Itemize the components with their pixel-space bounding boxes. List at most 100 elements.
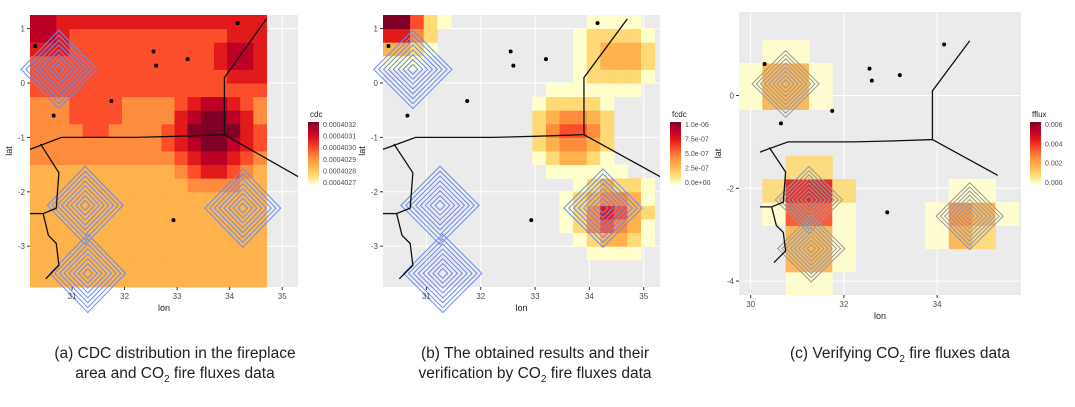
field-tile bbox=[69, 28, 84, 43]
caption-c: (c) Verifying CO2 fire fluxes data bbox=[730, 344, 1070, 370]
legend-label: 0.006 bbox=[1045, 122, 1063, 129]
flux-contour-line bbox=[20, 29, 98, 110]
field-tile bbox=[174, 96, 189, 111]
country-border-line bbox=[383, 143, 414, 215]
field-tile bbox=[200, 15, 215, 30]
station-point bbox=[897, 73, 902, 78]
field-tile bbox=[161, 28, 176, 43]
flux-contour-line bbox=[409, 175, 471, 236]
field-tile bbox=[108, 137, 123, 152]
field-tile bbox=[240, 69, 254, 84]
caption-text: fire fluxes data bbox=[169, 365, 275, 382]
legend-colorbar bbox=[1030, 122, 1041, 184]
station-point bbox=[154, 63, 159, 68]
field-tile bbox=[200, 42, 215, 57]
flux-contour-line bbox=[82, 267, 94, 280]
field-tile bbox=[227, 246, 241, 261]
flux-contour-line bbox=[51, 170, 119, 241]
flux-contour-line bbox=[39, 49, 79, 90]
field-tile bbox=[56, 123, 70, 138]
field-tile bbox=[200, 96, 215, 111]
field-tile bbox=[187, 246, 202, 261]
field-tile bbox=[613, 191, 628, 206]
field-tile bbox=[174, 83, 189, 98]
field-tile bbox=[187, 191, 202, 206]
field-tile bbox=[82, 28, 97, 43]
station-point bbox=[171, 218, 176, 223]
field-tile bbox=[121, 42, 136, 57]
field-tile bbox=[200, 83, 215, 98]
field-tile bbox=[586, 69, 601, 84]
field-tile bbox=[600, 28, 615, 43]
field-tile bbox=[135, 110, 149, 125]
field-tile bbox=[240, 273, 254, 288]
field-tile bbox=[161, 137, 176, 152]
flux-contour-line bbox=[34, 44, 84, 95]
flux-contour-line bbox=[799, 190, 819, 209]
field-tile bbox=[200, 219, 215, 234]
flux-contour-line bbox=[804, 195, 814, 205]
flux-contour-line bbox=[563, 168, 643, 248]
field-tile bbox=[43, 178, 57, 193]
field-tile bbox=[613, 246, 628, 261]
field-tile bbox=[82, 246, 97, 261]
field-tile bbox=[121, 273, 136, 288]
field-tile bbox=[43, 259, 57, 274]
field-tile bbox=[200, 246, 215, 261]
field-tile bbox=[121, 69, 136, 84]
station-point bbox=[830, 108, 835, 113]
flux-contour-line bbox=[952, 198, 988, 234]
legend-title: fcdc bbox=[672, 110, 687, 119]
field-tile bbox=[739, 63, 763, 87]
flux-contour-line bbox=[768, 66, 804, 102]
flux-contour-line bbox=[218, 182, 268, 234]
field-tile bbox=[640, 178, 656, 193]
field-tile bbox=[640, 69, 656, 84]
field-tile bbox=[613, 28, 628, 43]
field-tile bbox=[573, 28, 588, 43]
field-tile bbox=[148, 137, 162, 152]
field-tile bbox=[600, 96, 615, 111]
flux-contour-line bbox=[232, 197, 253, 219]
field-tile bbox=[227, 205, 241, 220]
field-tile bbox=[95, 28, 110, 43]
field-tile bbox=[213, 110, 228, 125]
field-tile bbox=[253, 232, 267, 247]
field-tile bbox=[187, 151, 202, 166]
flux-contour-line bbox=[572, 178, 634, 239]
legend-label: 0.0004031 bbox=[323, 134, 356, 141]
flux-contour-line bbox=[789, 227, 833, 271]
field-tile bbox=[161, 178, 176, 193]
field-tile bbox=[227, 83, 241, 98]
field-tile bbox=[613, 55, 628, 70]
field-tile bbox=[121, 164, 136, 179]
country-border-line bbox=[759, 40, 971, 153]
field-tile bbox=[121, 191, 136, 206]
field-tile bbox=[600, 151, 615, 166]
field-tile bbox=[174, 178, 189, 193]
field-tile bbox=[148, 191, 162, 206]
country-border-line bbox=[382, 18, 628, 150]
field-tile bbox=[613, 42, 628, 57]
field-tile bbox=[200, 123, 215, 138]
field-tile bbox=[30, 219, 44, 234]
field-tile bbox=[785, 271, 810, 296]
field-tile bbox=[573, 232, 588, 247]
field-tile bbox=[573, 191, 588, 206]
field-tile bbox=[200, 164, 215, 179]
field-tile bbox=[532, 137, 547, 152]
field-tile bbox=[174, 273, 189, 288]
flux-contour-line bbox=[964, 211, 975, 222]
field-tile bbox=[135, 259, 149, 274]
station-point bbox=[595, 21, 600, 26]
field-tile bbox=[200, 55, 215, 70]
field-tile bbox=[108, 178, 123, 193]
field-tile bbox=[586, 28, 601, 43]
field-tile bbox=[135, 246, 149, 261]
chart-b: 31 32 33 34 35 1 0 -1 -2 -3 lon lat fcdc 1.0e-06 7.5e-… bbox=[357, 15, 711, 314]
field-tile bbox=[135, 232, 149, 247]
field-tile bbox=[200, 28, 215, 43]
flux-contour-line bbox=[387, 44, 439, 95]
field-tile bbox=[30, 83, 44, 98]
field-tile bbox=[240, 205, 254, 220]
